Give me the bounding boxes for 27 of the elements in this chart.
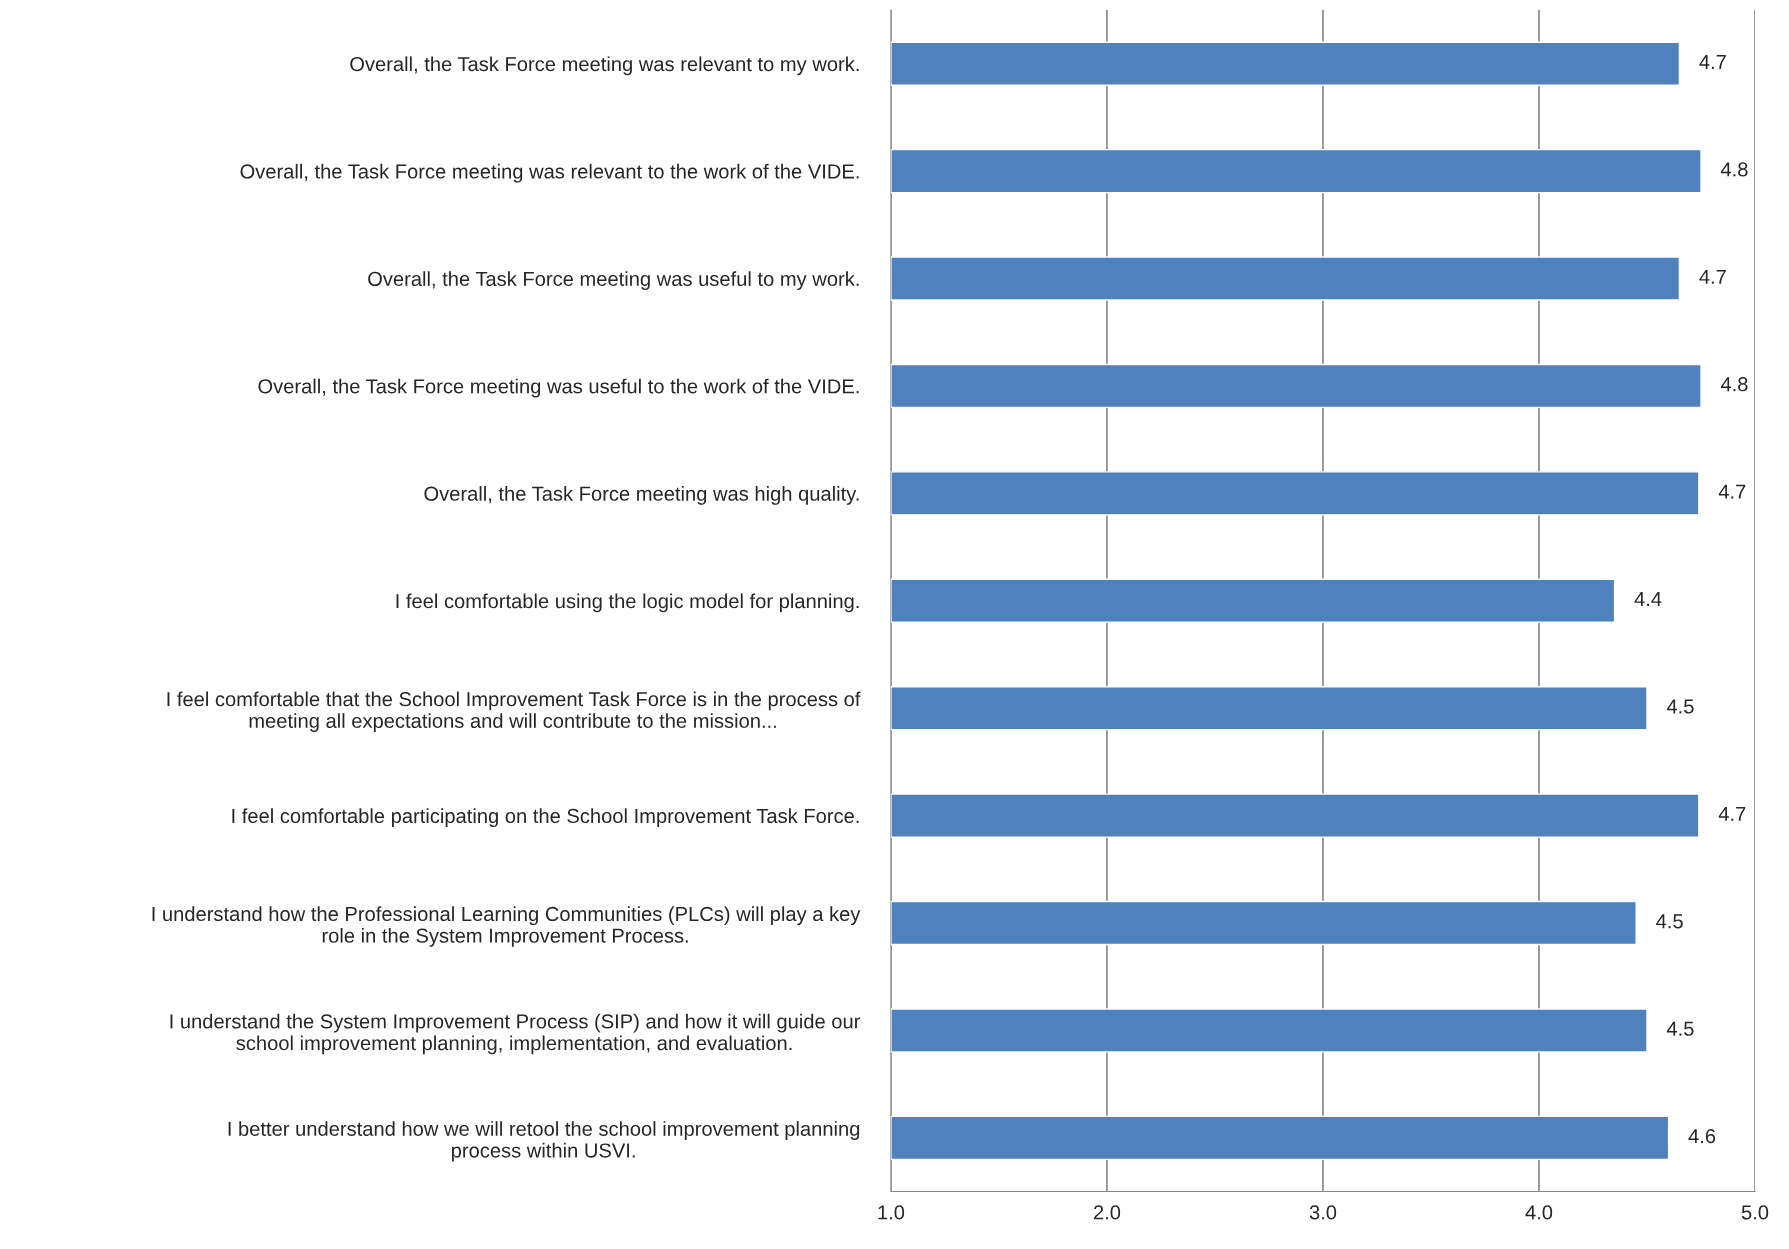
y-tick-label: Overall, the Task Force meeting was high quality. (424, 486, 859, 505)
data-label: 4.8 (1720, 377, 1748, 392)
data-label: 4.5 (1666, 1021, 1694, 1036)
y-tick-label: Overall, the Task Force meeting was useful to my work. (368, 271, 859, 290)
y-tick-label: I understand how the Professional Learning Communities (PLCs) will play a key role in the System Improvement Process. (152, 906, 861, 947)
y-tick-label: I feel comfortable participating on the School Improvement Task Force. (232, 808, 859, 828)
x-tick-label: 3.0 (1309, 1205, 1337, 1220)
y-tick-label: I understand the System Improvement Process (SIP) and how it will guide our school improvement planning, implementation, and evaluation. (170, 1013, 861, 1055)
x-tick-label: 5.0 (1741, 1205, 1769, 1220)
data-label: 4.8 (1720, 162, 1748, 177)
data-label: 4.7 (1718, 806, 1746, 821)
data-label: 4.5 (1656, 914, 1683, 929)
data-label: 4.7 (1718, 484, 1746, 499)
y-tick-label: Overall, the Task Force meeting was relevant to my work. (350, 56, 859, 76)
data-label: 4.7 (1699, 269, 1726, 284)
data-label: 4.4 (1634, 592, 1662, 606)
y-tick-label: Overall, the Task Force meeting was useful to the work of the VIDE. (258, 378, 859, 398)
y-tick-label: Overall, the Task Force meeting was relevant to the work of the VIDE. (240, 163, 859, 183)
y-tick-label: I better understand how we will retool the school improvement planning process within USVI. (228, 1121, 860, 1162)
data-label: 4.6 (1688, 1128, 1716, 1144)
x-tick-label: 4.0 (1525, 1205, 1553, 1220)
x-tick-label: 2.0 (1093, 1205, 1121, 1220)
data-label: 4.5 (1666, 699, 1694, 714)
data-label: 4.7 (1699, 55, 1726, 69)
y-tick-label: I feel comfortable that the School Improvement Task Force is in the process of meeting all expectations and will contribute to the mission... (167, 691, 861, 732)
x-tick-label: 1.0 (878, 1205, 905, 1220)
y-tick-label: I feel comfortable using the logic model for planning. (396, 593, 859, 613)
